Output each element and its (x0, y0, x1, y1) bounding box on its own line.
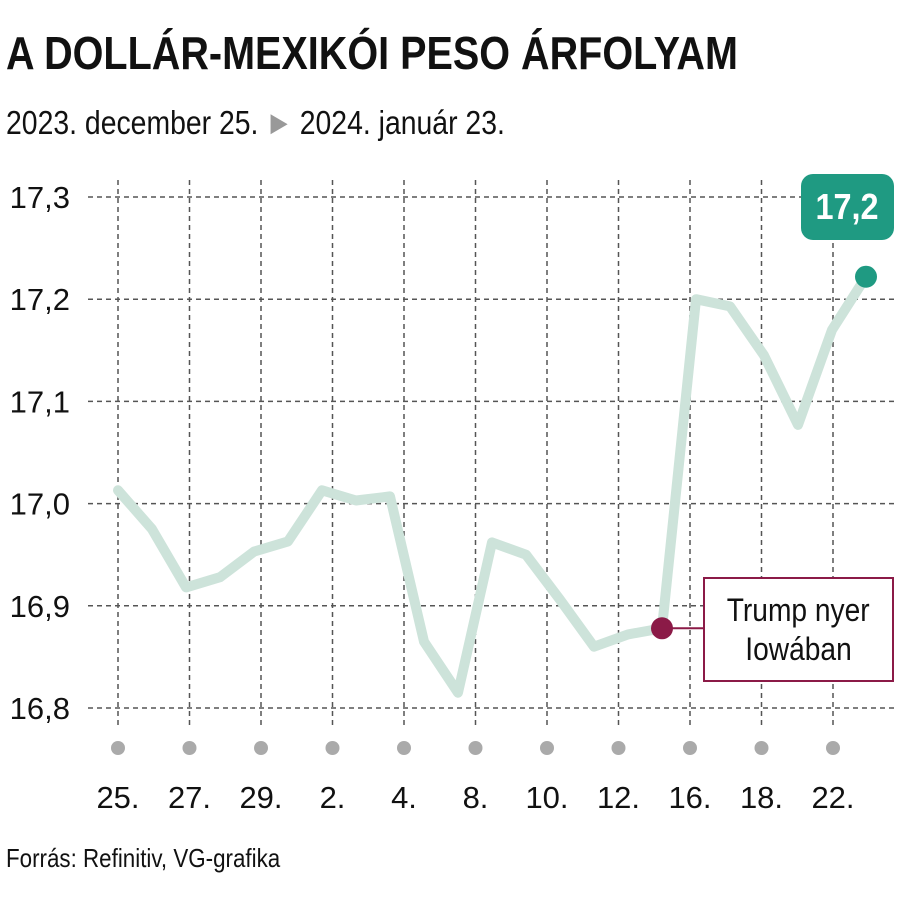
annotation-box: Trump nyer Iowában (703, 577, 894, 682)
x-axis-dot (826, 741, 840, 755)
x-axis-dot (111, 741, 125, 755)
x-axis-tick-labels: 25. 27. 29. 2. 4. 8. 10. 12. 16. 18. 22. (96, 780, 854, 815)
x-axis-dot (754, 741, 769, 755)
source-note: Forrás: Refinitiv, VG-grafika (6, 843, 281, 873)
last-value-label: 17,2 (815, 186, 880, 227)
x-axis-dot (468, 741, 483, 755)
x-tick-label: 10. (525, 780, 568, 815)
date-range-start: 2023. december 25. (6, 104, 259, 141)
date-range: 2023. december 25. ▶ 2024. január 23. (6, 106, 505, 139)
x-axis-dot (611, 741, 626, 755)
series-line (113, 271, 871, 698)
x-tick-label: 22. (811, 780, 854, 815)
y-tick-label: 17,3 (10, 180, 70, 215)
x-axis-dot (397, 741, 411, 755)
x-axis-dot (254, 741, 268, 755)
x-axis-dot (683, 741, 697, 755)
y-tick-label: 16,8 (10, 691, 70, 726)
y-tick-label: 17,1 (10, 384, 70, 419)
annotation-line-1: Trump nyer (727, 592, 870, 629)
y-axis-tick-labels: 16,8 16,9 17,0 17,1 17,2 17,3 (10, 180, 70, 726)
x-axis-dot (182, 741, 197, 755)
play-arrow-icon: ▶ (270, 107, 288, 137)
chart-title: A DOLLÁR-MEXIKÓI PESO ÁRFOLYAM (6, 27, 738, 79)
y-tick-label: 17,0 (10, 487, 70, 522)
last-value-badge: 17,2 (801, 174, 894, 240)
y-tick-label: 17,2 (10, 282, 70, 317)
x-tick-label: 8. (463, 780, 489, 815)
annotation-point (651, 617, 673, 640)
x-tick-label: 29. (239, 780, 282, 815)
x-tick-label: 16. (668, 780, 711, 815)
last-value-point (855, 265, 877, 288)
x-tick-label: 18. (740, 780, 783, 815)
x-tick-label: 27. (168, 780, 211, 815)
x-tick-label: 4. (391, 780, 417, 815)
x-tick-label: 25. (96, 780, 139, 815)
x-axis-dots (111, 741, 840, 755)
x-tick-label: 2. (320, 780, 346, 815)
date-range-end: 2024. január 23. (299, 104, 505, 141)
x-axis-dot (540, 741, 554, 755)
series-layer (113, 271, 871, 698)
y-tick-label: 16,9 (10, 589, 70, 624)
marker-layer (651, 265, 877, 640)
annotation-line-2: Iowában (745, 630, 852, 667)
x-axis-dot (325, 741, 340, 755)
x-tick-label: 12. (597, 780, 640, 815)
